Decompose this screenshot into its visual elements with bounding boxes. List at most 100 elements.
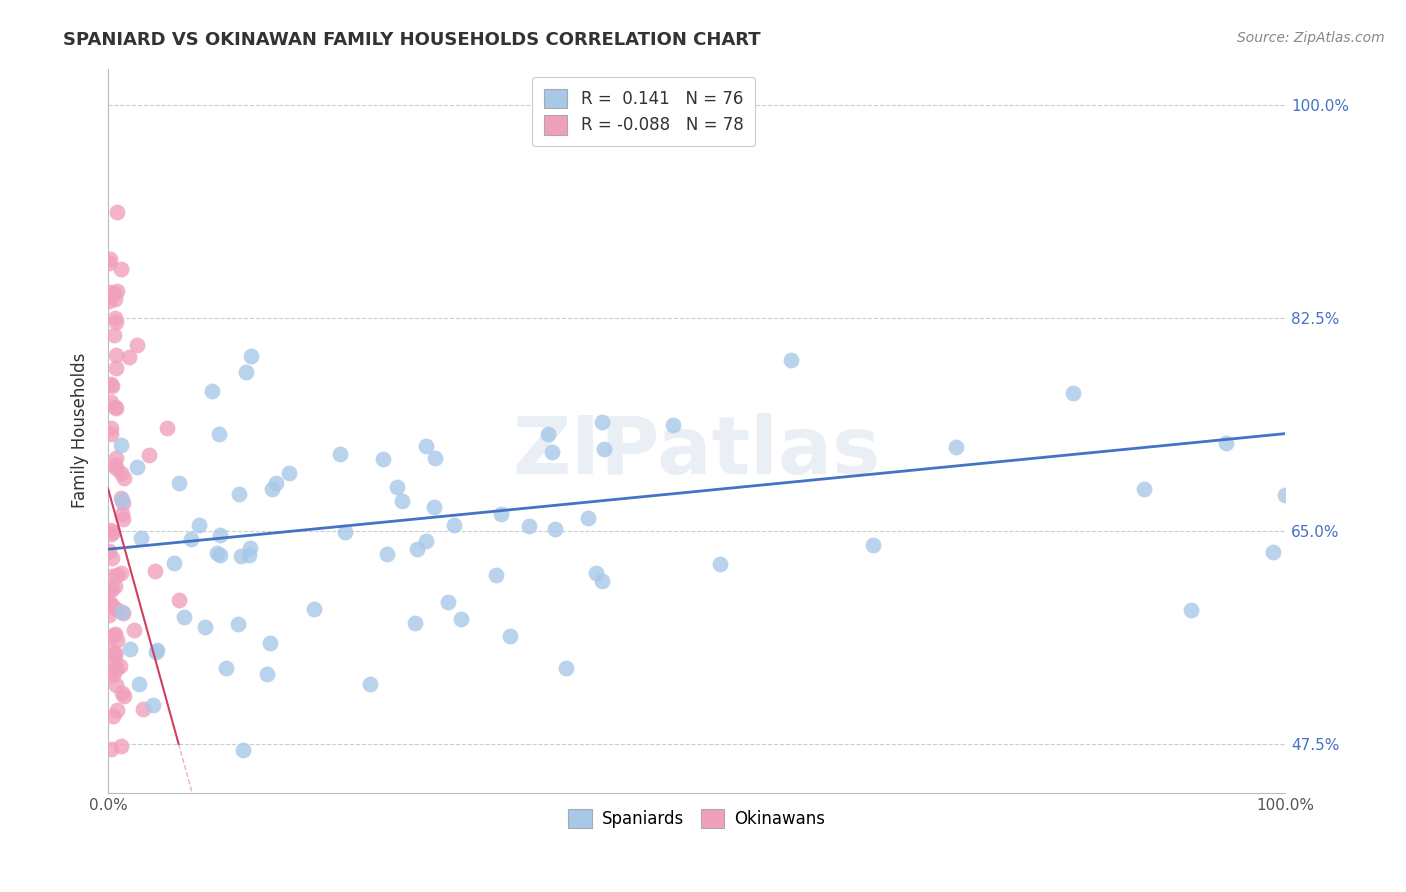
Point	[101, 551, 124, 566]
Point	[229, 549, 252, 563]
Point	[264, 475, 287, 490]
Point	[105, 703, 128, 717]
Point	[146, 643, 169, 657]
Point	[128, 677, 150, 691]
Point	[111, 605, 134, 619]
Point	[373, 451, 395, 466]
Point	[110, 658, 132, 673]
Point	[1062, 385, 1084, 400]
Point	[100, 421, 122, 435]
Point	[143, 564, 166, 578]
Point	[239, 349, 262, 363]
Point	[260, 483, 283, 497]
Point	[406, 542, 429, 557]
Point	[333, 524, 356, 539]
Point	[111, 512, 134, 526]
Point	[98, 595, 121, 609]
Point	[103, 650, 125, 665]
Point	[359, 677, 381, 691]
Point	[180, 533, 202, 547]
Point	[105, 284, 128, 298]
Point	[239, 541, 262, 555]
Point	[110, 261, 132, 276]
Point	[138, 448, 160, 462]
Text: ZIPatlas: ZIPatlas	[513, 413, 880, 491]
Point	[105, 461, 128, 475]
Point	[235, 365, 257, 379]
Point	[122, 623, 145, 637]
Point	[104, 646, 127, 660]
Point	[105, 602, 128, 616]
Point	[585, 566, 607, 581]
Point	[120, 642, 142, 657]
Point	[436, 595, 458, 609]
Point	[98, 285, 121, 300]
Point	[537, 427, 560, 442]
Point	[375, 547, 398, 561]
Point	[100, 427, 122, 442]
Point	[163, 557, 186, 571]
Point	[277, 466, 299, 480]
Point	[105, 567, 128, 582]
Point	[101, 525, 124, 540]
Point	[103, 286, 125, 301]
Point	[662, 418, 685, 433]
Point	[105, 678, 128, 692]
Point	[110, 466, 132, 480]
Point	[107, 801, 129, 815]
Point	[100, 665, 122, 679]
Point	[105, 662, 128, 676]
Point	[98, 294, 121, 309]
Point	[132, 702, 155, 716]
Point	[215, 661, 238, 675]
Point	[111, 507, 134, 521]
Point	[98, 598, 121, 612]
Point	[415, 533, 437, 548]
Point	[101, 668, 124, 682]
Point	[256, 667, 278, 681]
Point	[485, 568, 508, 582]
Point	[489, 507, 512, 521]
Point	[97, 256, 120, 270]
Point	[443, 517, 465, 532]
Point	[101, 379, 124, 393]
Point	[111, 496, 134, 510]
Point	[100, 527, 122, 541]
Text: Source: ZipAtlas.com: Source: ZipAtlas.com	[1237, 31, 1385, 45]
Point	[127, 459, 149, 474]
Point	[105, 205, 128, 219]
Point	[423, 451, 446, 466]
Point	[544, 522, 567, 536]
Point	[112, 606, 135, 620]
Point	[593, 442, 616, 456]
Point	[131, 531, 153, 545]
Point	[142, 698, 165, 712]
Legend: Spaniards, Okinawans: Spaniards, Okinawans	[561, 803, 831, 835]
Point	[391, 493, 413, 508]
Point	[105, 660, 128, 674]
Point	[156, 421, 179, 435]
Point	[98, 523, 121, 537]
Point	[112, 689, 135, 703]
Point	[205, 546, 228, 560]
Point	[302, 601, 325, 615]
Point	[101, 582, 124, 596]
Point	[118, 351, 141, 365]
Point	[499, 629, 522, 643]
Point	[127, 337, 149, 351]
Point	[201, 384, 224, 399]
Point	[194, 620, 217, 634]
Point	[1180, 603, 1202, 617]
Point	[1274, 488, 1296, 502]
Point	[1215, 436, 1237, 450]
Text: SPANIARD VS OKINAWAN FAMILY HOUSEHOLDS CORRELATION CHART: SPANIARD VS OKINAWAN FAMILY HOUSEHOLDS C…	[63, 31, 761, 49]
Point	[329, 448, 352, 462]
Point	[1133, 482, 1156, 496]
Point	[97, 543, 120, 558]
Point	[145, 645, 167, 659]
Point	[97, 804, 120, 818]
Point	[100, 377, 122, 392]
Point	[105, 451, 128, 466]
Point	[105, 315, 128, 329]
Point	[101, 709, 124, 723]
